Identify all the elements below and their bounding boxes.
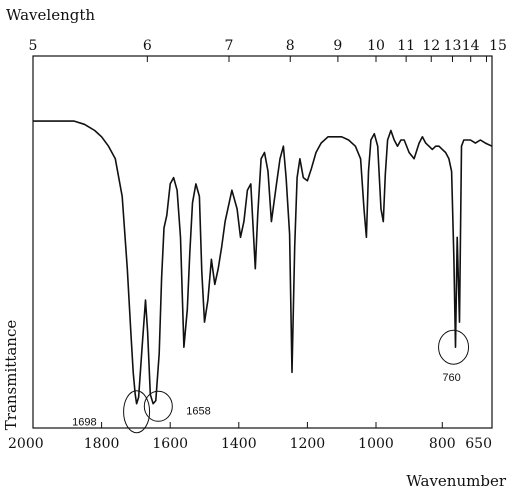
bottom-tick-label: 1800	[84, 436, 120, 452]
top-axis-title: Wavelength	[6, 6, 95, 24]
bottom-axis-title: Wavenumber	[406, 472, 506, 490]
top-tick-label: 10	[367, 38, 385, 54]
top-tick-label: 8	[286, 38, 295, 54]
top-tick-label: 6	[143, 38, 152, 54]
bottom-tick-label: 1600	[152, 436, 188, 452]
top-axis-ticks: 5 6 7 8 9 10 11 12 13 14 15	[29, 38, 507, 62]
peak-annotations: 1698 1658 760	[72, 329, 470, 434]
peak-circle-760	[438, 329, 470, 365]
spectrum-line	[33, 120, 493, 405]
bottom-axis-ticks: 2000 1800 1600 1400 1200 1000 800 650	[8, 422, 493, 452]
top-tick-label: 14	[462, 38, 480, 54]
peak-circle-1658	[143, 390, 173, 422]
bottom-tick-label: 1400	[221, 436, 257, 452]
top-tick-label: 11	[397, 38, 415, 54]
top-tick-label: 7	[225, 38, 234, 54]
bottom-tick-label: 650	[465, 436, 492, 452]
peak-label-1698: 1698	[72, 417, 96, 429]
bottom-tick-label: 800	[429, 436, 456, 452]
top-tick-label: 13	[444, 38, 462, 54]
plot-frame	[32, 55, 493, 429]
peak-circle-1698	[123, 390, 151, 434]
bottom-tick-label: 1000	[358, 436, 394, 452]
top-tick-label: 5	[29, 38, 38, 54]
bottom-tick-label: 2000	[8, 436, 44, 452]
top-tick-label: 12	[422, 38, 440, 54]
y-axis-title: Transmittance	[2, 320, 20, 431]
bottom-tick-label: 1200	[290, 436, 326, 452]
top-tick-label: 15	[489, 38, 507, 54]
top-tick-label: 9	[333, 38, 342, 54]
peak-label-760: 760	[442, 372, 460, 384]
peak-label-1658: 1658	[186, 405, 210, 417]
